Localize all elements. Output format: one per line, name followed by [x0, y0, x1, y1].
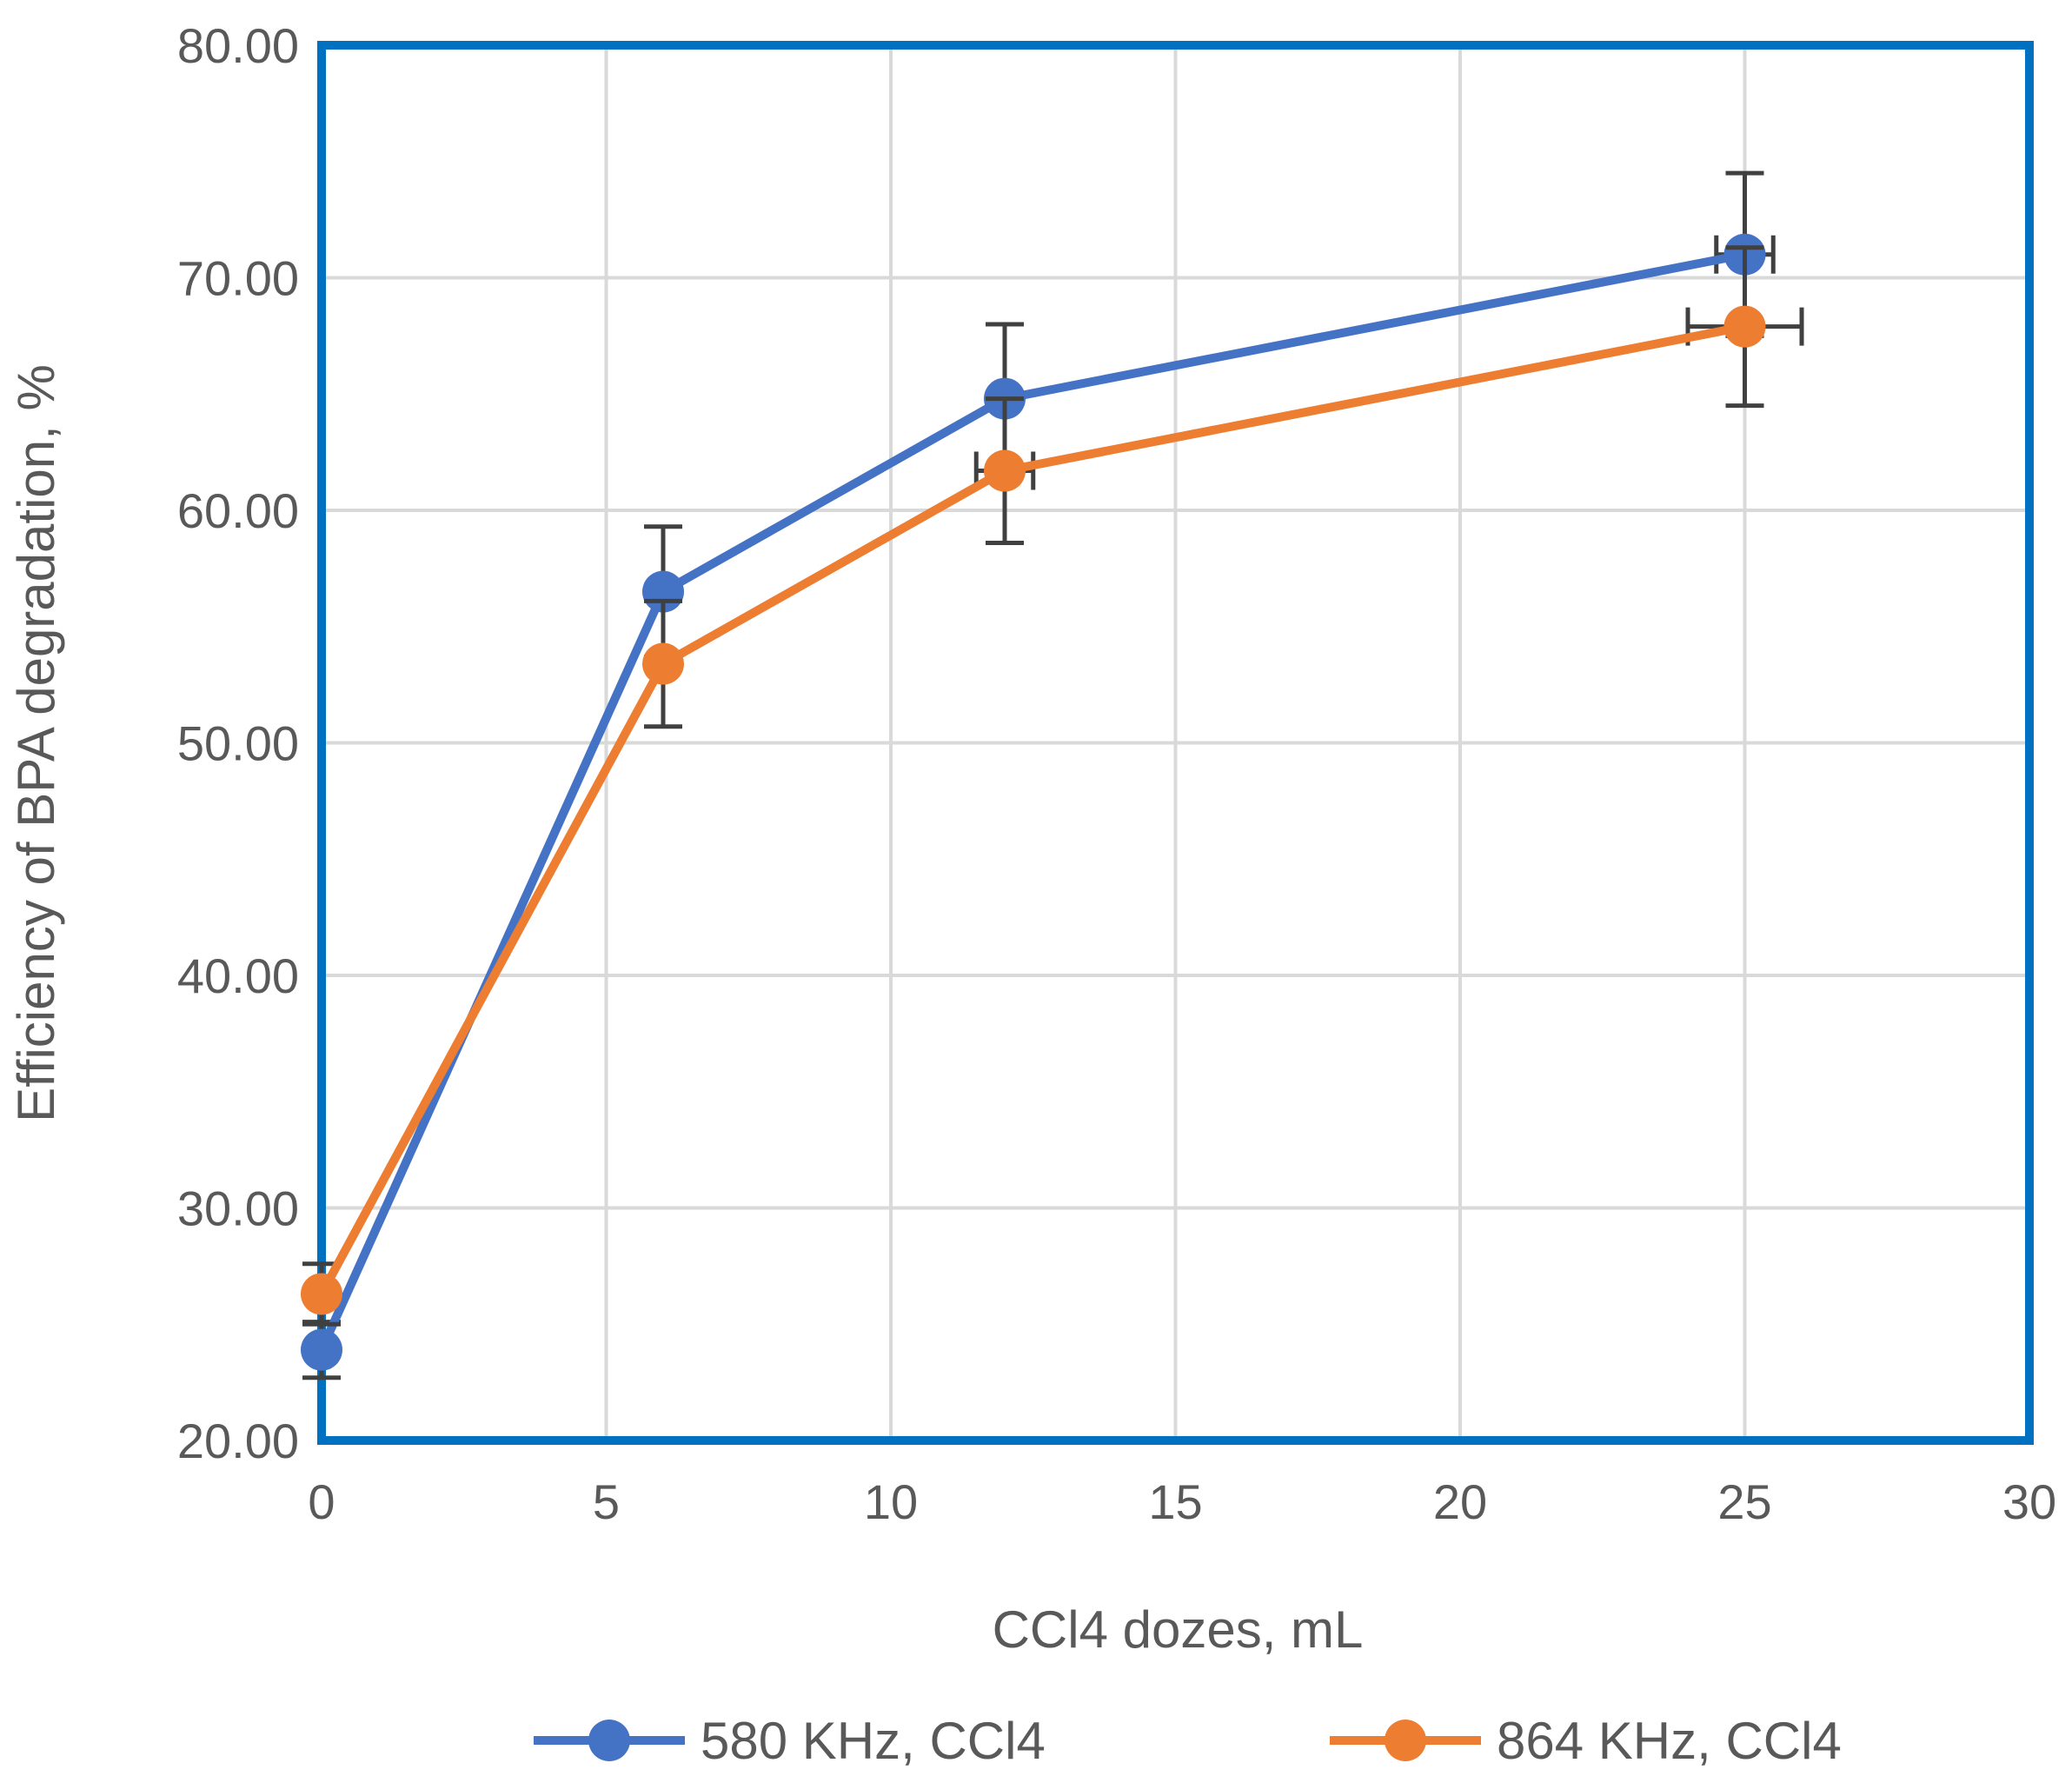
- y-tick-label: 50.00: [177, 716, 299, 771]
- x-tick-label: 15: [1148, 1474, 1202, 1529]
- data-point: [301, 1273, 342, 1315]
- y-tick-label: 60.00: [177, 483, 299, 538]
- data-point: [642, 642, 684, 685]
- data-point: [301, 1328, 342, 1371]
- y-axis-title: Efficiency of BPA degradation, %: [7, 364, 65, 1122]
- x-axis-title: CCl4 dozes, mL: [993, 1600, 1364, 1659]
- x-tick-label: 5: [593, 1474, 620, 1529]
- y-tick-label: 80.00: [177, 18, 299, 73]
- legend-marker-864: [1385, 1720, 1426, 1761]
- legend-marker-580: [588, 1720, 630, 1761]
- legend: 580 KHz, CCl4 864 KHz, CCl4: [534, 1712, 1842, 1770]
- legend-item-864: 864 KHz, CCl4: [1330, 1712, 1842, 1770]
- x-tick-label: 10: [864, 1474, 918, 1529]
- data-point: [984, 449, 1026, 492]
- legend-item-580: 580 KHz, CCl4: [534, 1712, 1046, 1770]
- tick-labels: 20.00 30.00 40.00 50.00 60.00 70.00 80.00 0 5 10 1…: [177, 18, 2056, 1529]
- series-line: [317, 249, 1750, 1354]
- series-line: [317, 322, 1750, 1299]
- x-tick-label: 20: [1433, 1474, 1487, 1529]
- x-tick-label: 30: [2002, 1474, 2056, 1529]
- series-0: [301, 170, 1776, 1380]
- x-tick-label: 0: [308, 1474, 335, 1529]
- y-tick-label: 40.00: [177, 948, 299, 1003]
- series-1: [301, 245, 1804, 1327]
- plot-area-border: [317, 41, 2034, 1445]
- legend-label-580: 580 KHz, CCl4: [701, 1712, 1046, 1770]
- series-layer: [301, 170, 1804, 1380]
- y-tick-label: 20.00: [177, 1414, 299, 1468]
- legend-label-864: 864 KHz, CCl4: [1497, 1712, 1842, 1770]
- x-tick-label: 25: [1717, 1474, 1771, 1529]
- y-tick-label: 70.00: [177, 251, 299, 306]
- data-point: [1723, 305, 1766, 348]
- y-tick-label: 30.00: [177, 1181, 299, 1236]
